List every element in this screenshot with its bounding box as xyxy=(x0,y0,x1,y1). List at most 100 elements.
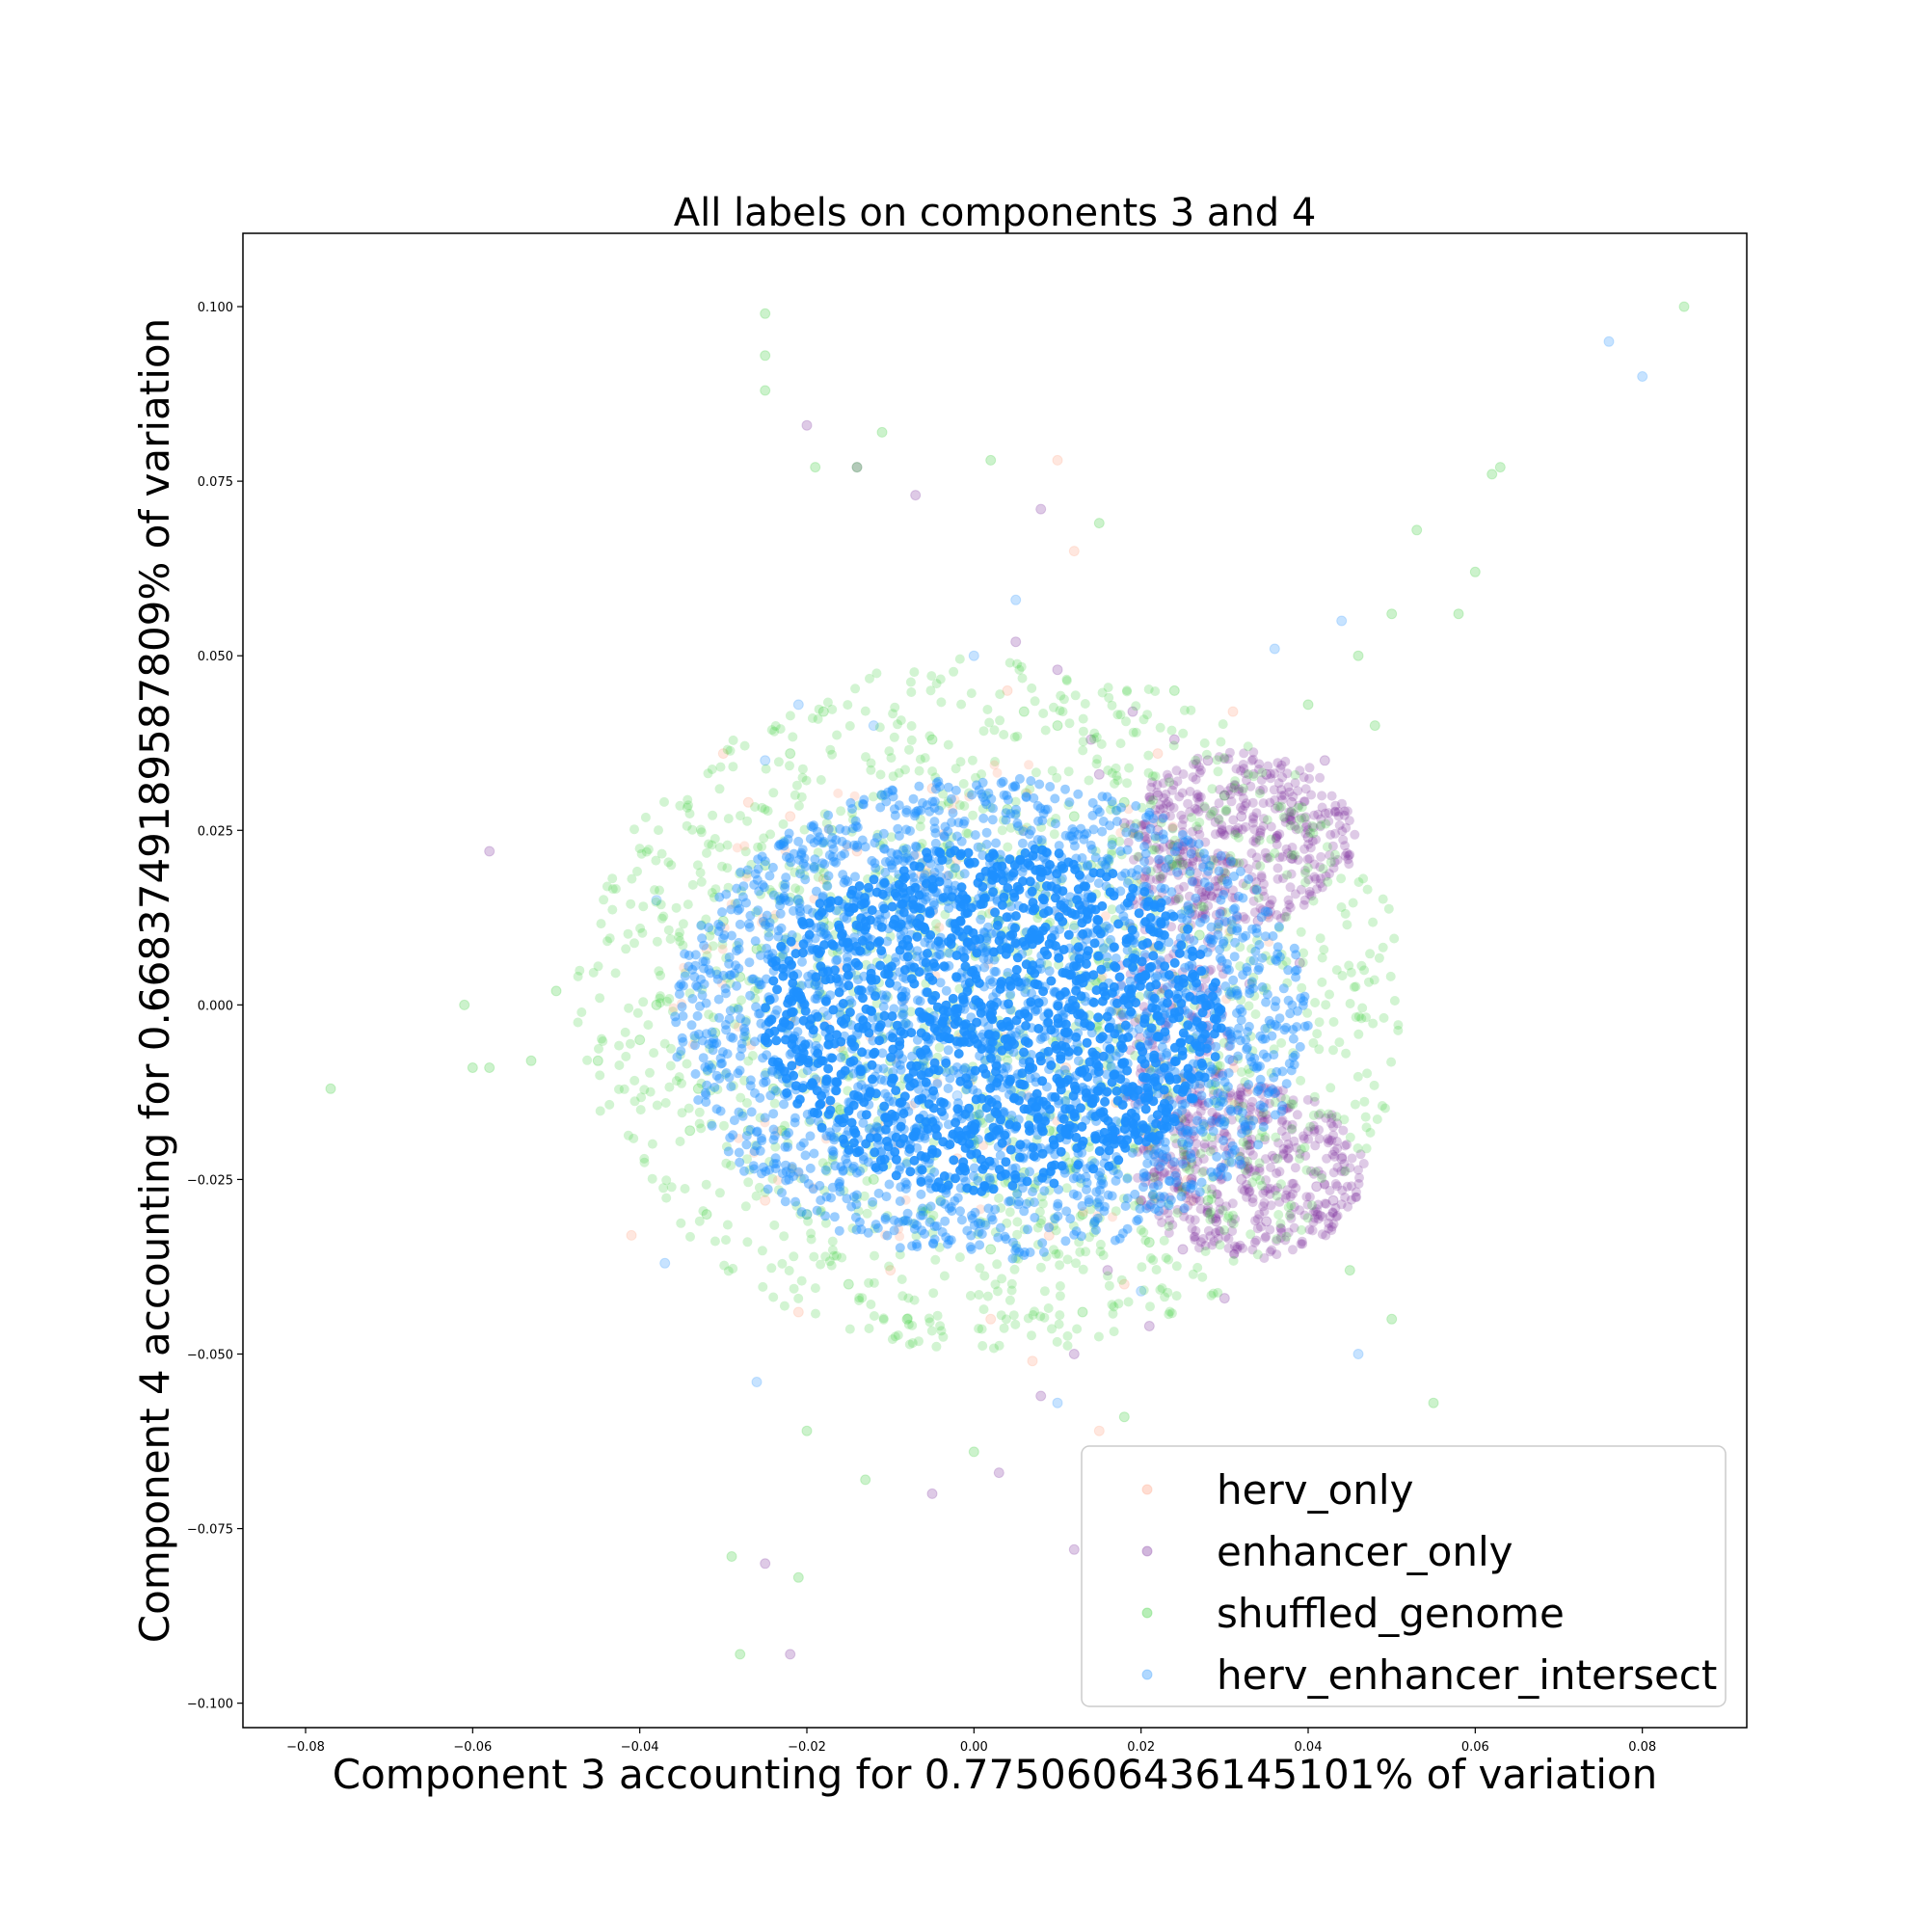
point-shuffled_genome-dense-299 xyxy=(816,1259,826,1270)
point-shuffled_genome-65 xyxy=(1068,811,1080,822)
point-shuffled_genome-dense-474 xyxy=(687,879,698,890)
point-enhancer_only-dense-202 xyxy=(1255,830,1266,841)
point-shuffled_genome-7 xyxy=(1453,608,1464,620)
point-shuffled_genome-dense-255 xyxy=(1062,1340,1073,1351)
point-shuffled_genome-dense-1034 xyxy=(1286,1200,1297,1211)
point-shuffled_genome-dense-274 xyxy=(884,1261,895,1272)
point-enhancer_only-dense-111 xyxy=(1192,790,1202,799)
point-shuffled_genome-dense-1460 xyxy=(743,1177,754,1188)
point-enhancer_only-dense-9 xyxy=(1232,910,1242,921)
point-shuffled_genome-99 xyxy=(1077,1209,1088,1221)
point-herv_enhancer_intersect-dense-1547 xyxy=(755,951,765,960)
point-herv_enhancer_intersect-dense-1832 xyxy=(959,869,970,879)
point-enhancer_only-dense-125 xyxy=(1156,861,1166,872)
point-herv_enhancer_intersect-17 xyxy=(985,979,997,990)
point-enhancer_only-dense-105 xyxy=(1310,873,1321,884)
point-herv_enhancer_intersect-dense-503 xyxy=(1050,818,1060,829)
point-shuffled_genome-dense-1273 xyxy=(674,931,684,942)
point-herv_enhancer_intersect-dense-1355 xyxy=(1085,840,1096,850)
point-shuffled_genome-43 xyxy=(692,1083,704,1094)
point-enhancer_only-dense-64 xyxy=(1216,1163,1226,1172)
point-enhancer_only-dense-419 xyxy=(1214,752,1224,763)
point-shuffled_genome-25 xyxy=(851,462,863,473)
point-enhancer_only-dense-85 xyxy=(1280,817,1291,827)
point-shuffled_genome-dense-1111 xyxy=(1109,1301,1119,1312)
point-herv_enhancer_intersect-dense-1024 xyxy=(1211,1041,1221,1052)
point-shuffled_genome-dense-1418 xyxy=(1035,1311,1046,1322)
point-enhancer_only-dense-278 xyxy=(1276,791,1287,801)
point-herv_enhancer_intersect-dense-1756 xyxy=(687,994,698,1004)
point-herv_enhancer_intersect-dense-1637 xyxy=(902,852,913,863)
point-shuffled_genome-dense-1104 xyxy=(1031,767,1041,778)
point-shuffled_genome-dense-1458 xyxy=(610,884,621,894)
point-enhancer_only-dense-290 xyxy=(1265,797,1275,808)
point-enhancer_only-dense-374 xyxy=(1281,844,1292,854)
point-herv_enhancer_intersect-dense-1885 xyxy=(758,916,768,926)
point-shuffled_genome-dense-1443 xyxy=(1342,920,1352,930)
point-enhancer_only-dense-0 xyxy=(1171,765,1182,776)
point-enhancer_only-dense-300 xyxy=(1210,881,1220,892)
point-enhancer_only-dense-207 xyxy=(1140,819,1151,830)
point-enhancer_only-dense-405 xyxy=(1178,842,1189,852)
point-herv_enhancer_intersect-dense-1922 xyxy=(1176,1192,1187,1202)
point-shuffled_genome-47 xyxy=(1202,1194,1214,1206)
point-herv_enhancer_intersect-dense-2023 xyxy=(1169,1157,1179,1167)
point-shuffled_genome-dense-807 xyxy=(1155,872,1165,882)
point-herv_enhancer_intersect-0 xyxy=(1603,335,1615,347)
point-shuffled_genome-dense-751 xyxy=(1307,1200,1317,1211)
point-shuffled_genome-dense-1085 xyxy=(1078,745,1088,756)
point-herv_enhancer_intersect-dense-1375 xyxy=(1253,1140,1264,1150)
point-enhancer_only-dense-238 xyxy=(1204,886,1215,896)
point-enhancer_only-dense-383 xyxy=(1237,786,1247,796)
point-shuffled_genome-dense-144 xyxy=(1187,813,1196,822)
point-shuffled_genome-dense-1102 xyxy=(924,731,935,741)
point-enhancer_only-dense-338 xyxy=(1140,871,1150,881)
point-shuffled_genome-dense-534 xyxy=(714,1188,725,1198)
point-enhancer_only-dense-215 xyxy=(1248,836,1259,846)
point-shuffled_genome-dense-965 xyxy=(779,1301,790,1311)
point-enhancer_only-57 xyxy=(1186,1173,1197,1185)
point-shuffled_genome-dense-87 xyxy=(1151,1265,1162,1275)
point-enhancer_only-dense-62 xyxy=(1182,1150,1192,1161)
point-enhancer_only-dense-34 xyxy=(1302,1126,1313,1137)
point-shuffled_genome-dense-808 xyxy=(1299,1142,1310,1153)
point-herv_enhancer_intersect-dense-1983 xyxy=(1299,991,1310,1002)
point-herv_enhancer_intersect-dense-163 xyxy=(1196,1177,1207,1188)
point-herv_enhancer_intersect-dense-892 xyxy=(1073,789,1084,799)
point-enhancer_only-54 xyxy=(1218,790,1230,801)
point-shuffled_genome-dense-413 xyxy=(1112,710,1123,720)
point-herv_enhancer_intersect-dense-285 xyxy=(1185,866,1195,876)
point-enhancer_only-32 xyxy=(1277,1104,1289,1115)
point-shuffled_genome-dense-708 xyxy=(1295,1153,1304,1164)
point-herv_enhancer_intersect-dense-1810 xyxy=(1092,1197,1103,1208)
point-enhancer_only-dense-191 xyxy=(1239,748,1249,759)
point-enhancer_only-dense-326 xyxy=(1289,809,1299,819)
point-shuffled_genome-dense-244 xyxy=(626,899,636,909)
point-enhancer_only-dense-37 xyxy=(1293,855,1303,865)
point-enhancer_only-dense-188 xyxy=(1332,854,1343,865)
point-herv_enhancer_intersect-dense-752 xyxy=(1034,779,1045,790)
point-herv_enhancer_intersect-dense-1328 xyxy=(1044,1222,1055,1233)
point-herv_enhancer_intersect-dense-1550 xyxy=(1172,867,1183,877)
point-enhancer_only-dense-124 xyxy=(1230,780,1241,791)
point-enhancer_only-dense-22 xyxy=(1208,1214,1218,1224)
point-shuffled_genome-dense-628 xyxy=(1198,901,1209,912)
point-shuffled_genome-dense-842 xyxy=(1192,1262,1203,1273)
point-shuffled_genome-dense-1167 xyxy=(1009,1264,1020,1275)
point-shuffled_genome-dense-1370 xyxy=(726,1160,736,1170)
point-shuffled_genome-dense-1285 xyxy=(573,1017,583,1028)
point-herv_only-3 xyxy=(1068,546,1080,557)
point-enhancer_only-dense-289 xyxy=(1257,886,1268,897)
point-enhancer_only-dense-269 xyxy=(1270,795,1280,805)
point-herv_enhancer_intersect-dense-761 xyxy=(739,1166,749,1176)
point-herv_enhancer_intersect-2 xyxy=(659,1257,671,1269)
point-enhancer_only-39 xyxy=(1143,1321,1155,1331)
point-shuffled_genome-dense-380 xyxy=(663,925,674,935)
point-herv_enhancer_intersect-dense-1682 xyxy=(789,848,799,859)
point-herv_enhancer_intersect-dense-1976 xyxy=(741,898,751,908)
point-shuffled_genome-dense-1133 xyxy=(1282,870,1293,880)
point-shuffled_genome-dense-1422 xyxy=(1310,998,1321,1007)
point-shuffled_genome-dense-952 xyxy=(683,800,693,811)
point-herv_enhancer_intersect-dense-78 xyxy=(820,1165,831,1175)
point-shuffled_genome-dense-980 xyxy=(1379,1103,1390,1114)
